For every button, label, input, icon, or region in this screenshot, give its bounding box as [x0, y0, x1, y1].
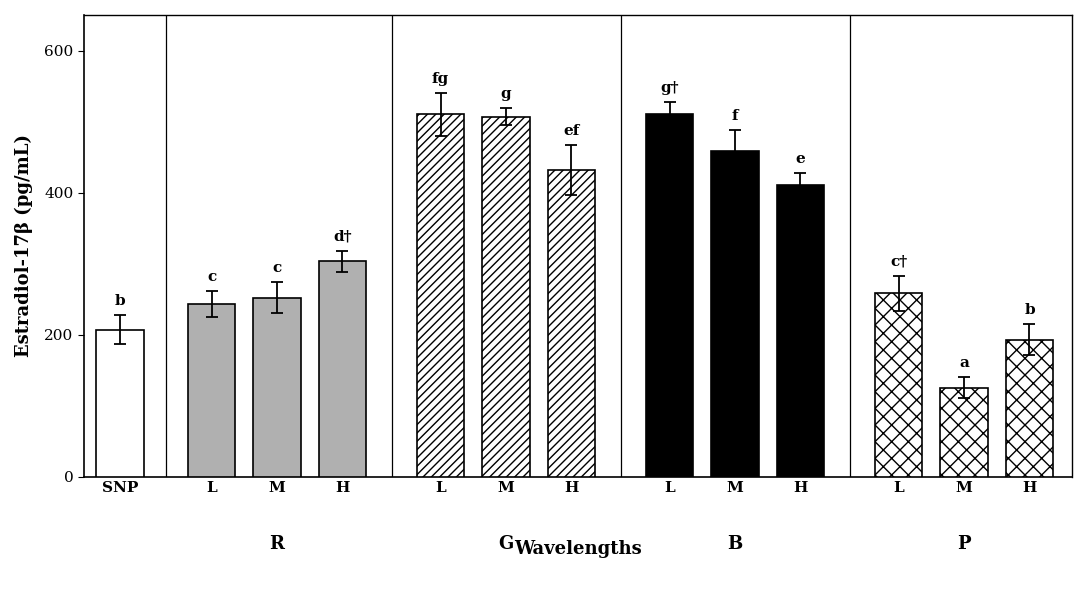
Bar — [1005, 339, 1053, 476]
Bar — [940, 388, 988, 476]
Text: B: B — [727, 535, 742, 553]
Text: R: R — [270, 535, 285, 553]
Bar — [646, 115, 694, 476]
X-axis label: Wavelengths: Wavelengths — [514, 540, 642, 558]
Text: g†: g† — [661, 81, 679, 95]
Text: P: P — [958, 535, 971, 553]
Text: fg: fg — [432, 72, 449, 86]
Text: c: c — [273, 261, 282, 275]
Bar — [548, 170, 595, 476]
Bar — [188, 304, 235, 476]
Bar — [875, 293, 922, 476]
Bar — [253, 298, 301, 476]
Text: b: b — [1024, 303, 1035, 317]
Bar — [97, 330, 143, 476]
Bar — [417, 115, 464, 476]
Text: ef: ef — [563, 124, 579, 138]
Text: G: G — [499, 535, 514, 553]
Bar — [318, 261, 366, 476]
Bar — [777, 185, 824, 476]
Text: a: a — [959, 356, 969, 370]
Y-axis label: Estradiol-17β (pg/mL): Estradiol-17β (pg/mL) — [15, 134, 34, 357]
Bar — [712, 151, 759, 476]
Text: e: e — [796, 151, 805, 166]
Bar — [483, 116, 529, 476]
Text: c†: c† — [890, 254, 908, 268]
Text: c: c — [207, 270, 216, 284]
Text: b: b — [115, 294, 125, 308]
Text: f: f — [732, 109, 738, 123]
Text: d†: d† — [334, 230, 352, 244]
Text: g: g — [501, 87, 511, 101]
